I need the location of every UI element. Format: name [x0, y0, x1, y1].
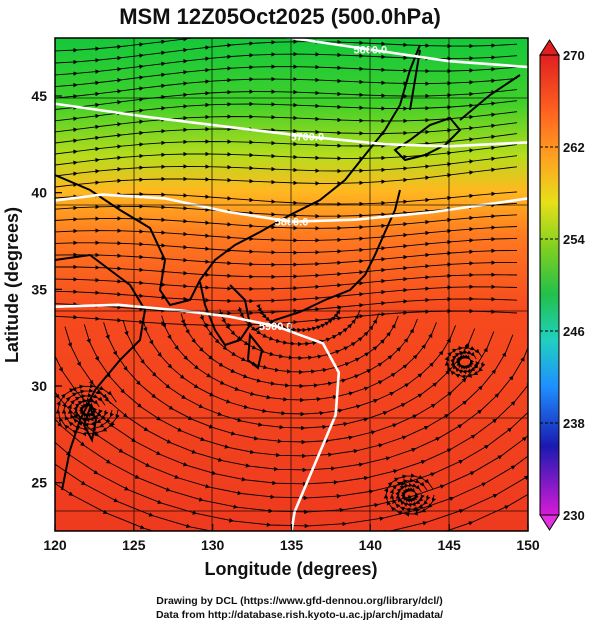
x-axis-ticks: 120 125 130 135 140 145 150	[43, 524, 540, 553]
colorbar-ticks: 270 262 254 246 238 230	[540, 48, 585, 523]
streamline	[444, 345, 486, 379]
coastline-asia-mainland	[55, 44, 421, 307]
colorbar-body	[539, 54, 560, 516]
colorbar-tick-label: 246	[563, 324, 585, 339]
height-contour-label: 5800.0	[275, 217, 309, 229]
coastline-kuril	[459, 74, 521, 121]
coastline-layer	[55, 44, 521, 491]
y-tick-label: 35	[31, 281, 47, 297]
colorbar-top-triangle	[539, 39, 560, 56]
y-tick-label: 40	[31, 185, 47, 201]
colorbar-tick-label: 270	[563, 48, 585, 63]
colorbar-tick-label: 262	[563, 140, 585, 155]
height-contour-label: 5700.0	[290, 132, 324, 144]
height-contour-line	[279, 38, 528, 69]
streamline	[55, 133, 518, 155]
colorbar-tick-label: 238	[563, 416, 585, 431]
colorbar-tick-label: 254	[563, 232, 585, 247]
coastline-sakhalin	[409, 49, 421, 111]
colorbar: 270 262 254 246 238 230	[539, 39, 585, 531]
footer-credit-data: Data from http://database.rish.kyoto-u.a…	[155, 609, 444, 621]
x-axis-label: Longitude (degrees)	[204, 559, 377, 579]
colorbar-bottom-triangle	[539, 514, 560, 531]
streamline	[55, 166, 518, 188]
height-contour-label: 5900.0	[259, 321, 293, 333]
y-tick-label: 25	[31, 475, 47, 491]
streamline	[55, 383, 120, 437]
coastline-china-east	[55, 253, 147, 491]
y-tick-label: 30	[31, 378, 47, 394]
y-axis-label: Latitude (degrees)	[2, 207, 22, 363]
grid-lines	[55, 38, 528, 531]
x-tick-label: 120	[43, 537, 67, 553]
footer-credit-drawing: Drawing by DCL (https://www.gfd-dennou.o…	[156, 595, 443, 607]
y-tick-label: 45	[31, 88, 47, 104]
x-tick-label: 135	[280, 537, 304, 553]
coastline-kyushu	[246, 332, 264, 370]
streamline-layer	[55, 38, 528, 531]
colorbar-tick-label: 230	[563, 508, 585, 523]
streamline	[55, 100, 518, 122]
x-tick-label: 150	[516, 537, 540, 553]
y-axis-ticks: 25 30 35 40 45	[31, 88, 62, 491]
coastline-japan-honshu	[254, 189, 401, 331]
map-title: MSM 12Z05Oct2025 (500.0hPa)	[119, 4, 441, 29]
streamline	[55, 111, 518, 133]
coastline-korea	[199, 281, 252, 347]
coastline-hokkaido	[393, 116, 462, 162]
streamline	[55, 89, 518, 110]
streamline	[55, 191, 518, 207]
x-tick-label: 145	[437, 537, 461, 553]
x-tick-label: 140	[359, 537, 383, 553]
x-tick-label: 130	[201, 537, 225, 553]
height-contour-line	[55, 193, 528, 223]
x-tick-label: 125	[122, 537, 146, 553]
streamline	[55, 122, 518, 144]
height-contour-line	[55, 303, 341, 531]
coastline-taiwan	[82, 405, 98, 443]
